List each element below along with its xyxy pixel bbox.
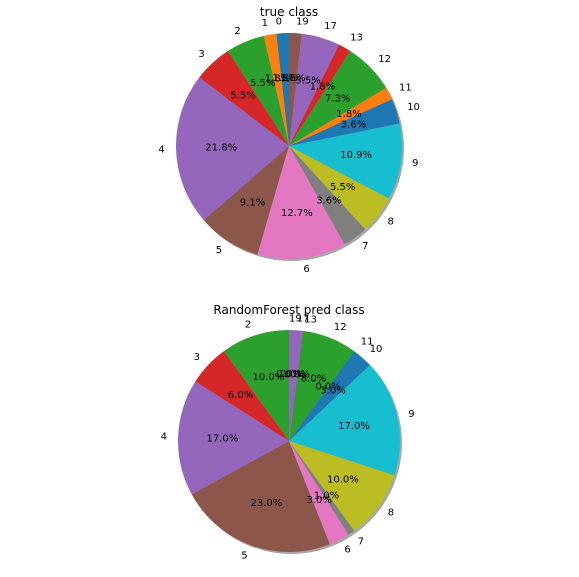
slice-label-6: 6 (303, 264, 309, 275)
slice-label-3: 3 (194, 352, 200, 363)
slice-percent-12: 7.3% (325, 93, 350, 104)
pie-slice-10 (289, 99, 400, 146)
slice-label-19: 19 (296, 16, 309, 27)
pie-slice-5 (203, 146, 289, 255)
slice-percent-2: 10.0% (253, 372, 285, 383)
slice-percent-7: 3.6% (316, 195, 341, 206)
pie-slice-7 (289, 441, 355, 535)
slice-percent-11: 1.8% (336, 109, 361, 120)
slice-label-12: 12 (334, 322, 347, 333)
slice-percent-5: 23.0% (251, 498, 283, 509)
slice-percent-5: 9.1% (240, 198, 265, 209)
slice-label-19: 19 (289, 313, 302, 324)
pie-slice-17 (289, 330, 303, 441)
slice-percent-19: 1.8% (280, 73, 305, 84)
slice-percent-13: 0.0% (285, 369, 310, 380)
slice-percent-11: 0.0% (315, 382, 340, 393)
slice-label-0: 0 (276, 16, 282, 27)
slice-label-17: 17 (324, 21, 337, 32)
slice-percent-17: 5.5% (295, 76, 320, 87)
pie-slice-1 (263, 33, 289, 146)
slice-percent-12: 8.0% (301, 374, 326, 385)
percent-labels: 1.8%1.8%5.5%5.5%21.8%9.1%12.7%3.6%5.5%10… (205, 73, 372, 219)
slice-percent-4: 21.8% (205, 143, 237, 154)
slices (178, 330, 401, 553)
slice-percent-6: 3.0% (306, 495, 331, 506)
pie-slice-12 (289, 50, 386, 146)
pie-slice-6 (257, 146, 345, 259)
pie-slice-2 (227, 35, 289, 146)
slice-label-9: 9 (408, 409, 414, 420)
pie-slice-7 (289, 146, 366, 245)
pie-slice-5 (191, 441, 330, 553)
slice-percent-8: 5.5% (330, 182, 355, 193)
chart-title: true class (260, 5, 318, 19)
slice-percent-6: 12.7% (281, 208, 313, 219)
pie-slice-9 (289, 123, 402, 199)
pie-slice-8 (289, 441, 395, 531)
pie-slice-3 (195, 351, 289, 441)
slice-percent-3: 6.0% (228, 390, 253, 401)
pie-slice-10 (289, 351, 370, 441)
slice-label-10: 10 (370, 344, 383, 355)
pie-slice-4 (176, 77, 289, 221)
slice-label-9: 9 (412, 158, 418, 169)
slice-percent-2: 5.5% (250, 78, 275, 89)
slice-label-13: 13 (350, 32, 363, 43)
slice-percent-8: 10.0% (327, 475, 359, 486)
slice-percent-3: 5.5% (230, 91, 255, 102)
slice-percent-7: 1.0% (314, 491, 339, 502)
slice-percent-9: 10.9% (340, 150, 372, 161)
slice-label-5: 5 (216, 245, 222, 256)
pie-slice-4 (178, 381, 289, 495)
slice-percent-10: 3.0% (320, 386, 345, 397)
percent-labels: 10.0%6.0%17.0%23.0% 3.0%1.0%10.0%17.0%3.0… (207, 369, 370, 509)
slice-label-8: 8 (388, 507, 394, 518)
slice-percent-19: 0.0% (276, 369, 301, 380)
slice-label-1: 1 (262, 18, 268, 29)
slice-label-7: 7 (362, 241, 368, 252)
pie-slice-19 (289, 33, 302, 146)
slice-percent-9: 17.0% (338, 421, 370, 432)
slice-label-4: 4 (161, 432, 167, 443)
slice-label-11: 11 (361, 337, 374, 348)
slice-label-17: 17 (297, 314, 310, 325)
slice-label-11: 11 (399, 83, 412, 94)
slices (176, 33, 402, 259)
slice-percent-10: 3.6% (341, 120, 366, 131)
slice-label-2: 2 (234, 26, 240, 37)
slice-percent-1: 1.8% (265, 74, 290, 85)
pie-slice-11 (289, 87, 392, 146)
pie-slice-9 (289, 365, 401, 476)
slice-label-13: 13 (304, 314, 317, 325)
slice-percent-4: 17.0% (207, 433, 239, 444)
slice-label-12: 12 (378, 54, 391, 65)
slice-label-4: 4 (158, 144, 164, 155)
pie-slice-2 (223, 330, 289, 441)
pie-slice-13 (289, 44, 351, 146)
pie-slice-6 (289, 441, 349, 545)
slice-label-3: 3 (198, 49, 204, 60)
slice-label-5: 5 (241, 550, 247, 561)
pie-slice-3 (199, 50, 289, 146)
slice-percent-13: 1.8% (310, 82, 335, 93)
slice-label-8: 8 (388, 216, 394, 227)
slice-label-7: 7 (358, 537, 364, 548)
pie-slice-12 (289, 330, 355, 441)
pie-slice-0 (276, 33, 289, 146)
pie-slice-8 (289, 146, 390, 230)
slice-label-10: 10 (407, 102, 420, 113)
chart-title: RandomForest pred class (213, 303, 364, 317)
slice-label-2: 2 (245, 319, 251, 330)
slice-label-6: 6 (344, 544, 350, 555)
pie-slice-17 (289, 33, 340, 146)
slice-percent-17: 2.0% (280, 369, 305, 380)
slice-percent-0: 1.8% (272, 73, 297, 84)
